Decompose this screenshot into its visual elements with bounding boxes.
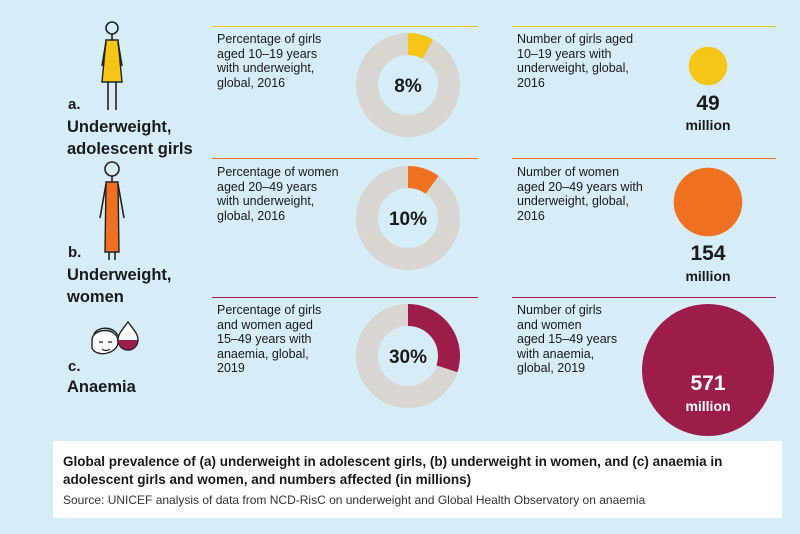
row-a-count-separator: [512, 26, 776, 27]
row-a-percent-description: Percentage of girls aged 10–19 years wit…: [217, 32, 322, 90]
caption-source: Source: UNICEF analysis of data from NCD…: [63, 493, 646, 507]
row-b-count-unit: million: [685, 268, 731, 284]
row-c-count-number: 571: [690, 372, 726, 395]
row-c-count-description: Number of girls and women aged 15–49 yea…: [517, 303, 618, 375]
row-a-count-bubble: [688, 46, 728, 86]
girl-figure-icon: [101, 21, 123, 110]
row-b-count-separator: [512, 158, 776, 159]
row-a-count-description: Number of girls aged 10–19 years with un…: [517, 32, 634, 90]
row-c-percent-label: 30%: [389, 347, 427, 368]
row-a-title-line1: Underweight,: [67, 118, 172, 136]
row-b-count-bubble: [673, 167, 743, 237]
row-c-donut-chart: 30%: [356, 304, 460, 408]
row-a-title-line2: adolescent girls: [67, 140, 193, 158]
row-a-count-number: 49: [696, 92, 720, 115]
row-b-title-line2: women: [67, 288, 124, 306]
row-a-donut-slice: [356, 33, 460, 137]
row-a-letter: a.: [68, 96, 81, 113]
row-c-count-separator: [512, 297, 776, 298]
row-b-percent-separator: [212, 158, 478, 159]
row-c-percent-separator: [212, 297, 478, 298]
row-b-percent-label: 10%: [389, 209, 427, 230]
row-a-percent-label: 8%: [394, 76, 422, 97]
row-c-title-line1: Anaemia: [67, 378, 136, 396]
row-b-count-number: 154: [690, 242, 726, 265]
caption-title: Global prevalence of (a) underweight in …: [63, 454, 723, 487]
row-b-count-description: Number of women aged 20–49 years with un…: [517, 165, 643, 223]
row-a-count-unit: million: [685, 117, 731, 133]
row-b-percent-description: Percentage of women aged 20–49 years wit…: [217, 165, 339, 223]
row-c-percent-description: Percentage of girls and women aged 15–49…: [217, 303, 322, 375]
row-a-percent-separator: [212, 26, 478, 27]
anaemia-face-blood-drop-icon: [91, 320, 139, 355]
woman-figure-icon: [99, 161, 125, 260]
row-c-letter: c.: [68, 358, 81, 375]
row-b-donut-slice: [356, 166, 460, 270]
row-b-title-line1: Underweight,: [67, 266, 172, 284]
row-a-donut-chart: 8%: [356, 33, 460, 137]
row-c-count-bubble: [642, 304, 774, 436]
row-c-count-unit: million: [685, 398, 731, 414]
row-b-donut-chart: 10%: [356, 166, 460, 270]
row-c-donut-slice: [356, 304, 460, 408]
caption-box: Global prevalence of (a) underweight in …: [53, 441, 782, 518]
row-b-letter: b.: [68, 244, 82, 261]
